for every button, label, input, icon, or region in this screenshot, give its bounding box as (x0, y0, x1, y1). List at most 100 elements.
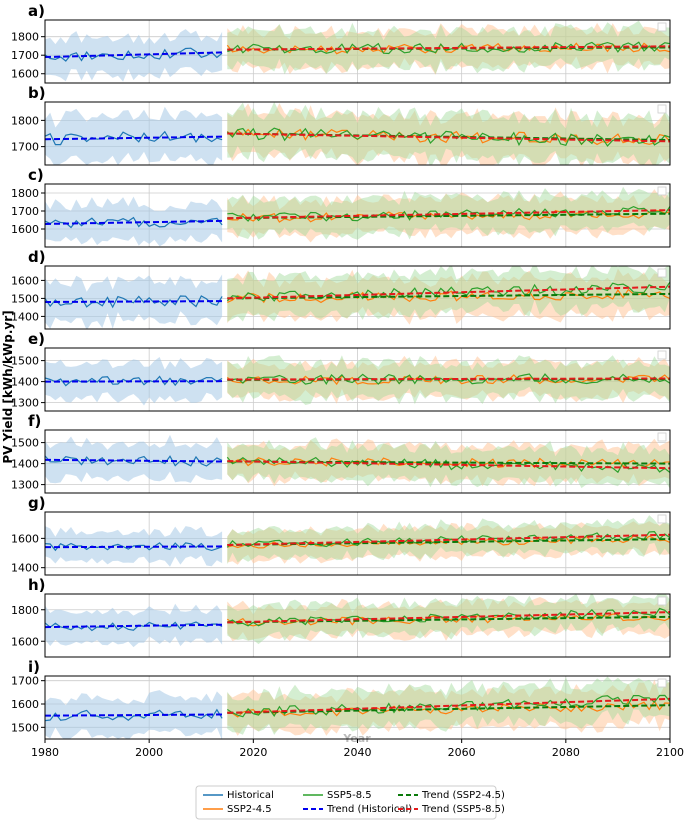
trend-ssp245 (227, 292, 670, 300)
legend-label-historical: Historical (227, 790, 274, 801)
panel-legend-box (657, 104, 667, 114)
historical-line (45, 375, 223, 387)
trend-historical (45, 623, 223, 629)
panel-label: f) (28, 412, 41, 430)
ssp585-band (227, 102, 670, 165)
plot-area (45, 512, 670, 575)
y-tick-label: 1500 (11, 437, 39, 450)
panel-label: e) (28, 330, 45, 348)
x-tick-label: 2020 (239, 746, 267, 759)
panel-frame (44, 183, 671, 248)
panel-legend-box (657, 268, 667, 278)
x-tick-label: 2060 (448, 746, 476, 759)
y-tick-label: 1600 (11, 635, 39, 648)
panel-e: 1300 1400 1500 e) (11, 330, 671, 412)
historical-band (45, 690, 223, 739)
x-tick-label: 2080 (552, 746, 580, 759)
plot-area (45, 676, 670, 739)
x-tick-label: 2000 (135, 746, 163, 759)
trend-historical (45, 219, 223, 225)
legend-label-trend_245: Trend (SSP2-4.5) (421, 790, 505, 801)
y-tick-label: 1800 (11, 187, 39, 200)
historical-band (45, 357, 223, 406)
y-tick-label: 1300 (11, 479, 39, 492)
historical-line (45, 542, 223, 552)
x-tick-label: 1980 (31, 746, 59, 759)
legend-label-ssp245: SSP2-4.5 (227, 804, 272, 815)
plot-area (45, 266, 670, 329)
historical-band (45, 196, 223, 247)
panel-legend-box (657, 678, 667, 688)
ssp245-line (227, 700, 670, 718)
trend-historical (45, 545, 223, 549)
y-tick-label: 1500 (11, 292, 39, 305)
y-tick-label: 1700 (11, 205, 39, 218)
legend-label-trend_hist: Trend (Historical) (326, 804, 412, 815)
y-tick-label: 1700 (11, 141, 39, 154)
y-tick-label: 1400 (11, 376, 39, 389)
panel-frame (44, 593, 671, 658)
plot-area (45, 430, 670, 493)
historical-line (45, 47, 223, 62)
trend-historical (45, 713, 223, 717)
x-tick-label: 2100 (656, 746, 684, 759)
trend-ssp585 (227, 377, 670, 381)
y-tick-label: 1800 (11, 31, 39, 44)
y-axis-label: PV Yield [kWh/kWp.yr] (1, 310, 15, 463)
trend-historical (45, 300, 223, 303)
panel-frame (44, 429, 671, 494)
y-tick-label: 1800 (11, 604, 39, 617)
y-tick-label: 1500 (11, 721, 39, 734)
trend-historical (45, 135, 223, 141)
panel-legend-box (657, 432, 667, 442)
panel-legend-box (657, 514, 667, 524)
y-tick-label: 1600 (11, 532, 39, 545)
panel-h: 1600 1800 h) (11, 576, 671, 658)
trend-ssp245 (227, 704, 670, 714)
panel-f: 1300 1400 1500 f) (11, 412, 671, 494)
y-tick-label: 1600 (11, 698, 39, 711)
panel-a: 1600 1700 1800 a) (11, 2, 671, 84)
ssp245-band (227, 103, 670, 165)
y-tick-label: 1600 (11, 223, 39, 236)
y-tick-label: 1300 (11, 397, 39, 410)
panel-label: i) (28, 658, 40, 676)
panel-legend-box (657, 596, 667, 606)
panel-frame (44, 265, 671, 330)
historical-band (45, 274, 223, 329)
y-tick-label: 1400 (11, 458, 39, 471)
legend-label-ssp585: SSP5-8.5 (327, 790, 372, 801)
y-tick-label: 1600 (11, 274, 39, 287)
trend-ssp585 (227, 132, 670, 143)
panel-frame (44, 101, 671, 166)
trend-ssp585 (227, 285, 670, 300)
ssp585-band (227, 266, 670, 322)
y-tick-label: 1700 (11, 675, 39, 688)
trend-historical (45, 458, 223, 463)
panel-frame (44, 19, 671, 84)
trend-ssp585 (227, 45, 670, 51)
trend-ssp585 (227, 611, 670, 624)
x-tick-label: 2040 (344, 746, 372, 759)
historical-band (45, 106, 223, 165)
trend-ssp585 (227, 533, 670, 546)
historical-line (45, 455, 223, 467)
historical-band (45, 29, 223, 82)
trend-ssp585 (227, 460, 670, 470)
y-tick-label: 1600 (11, 68, 39, 81)
panel-g: 1400 1600 g) (11, 494, 671, 576)
panel-label: c) (28, 166, 44, 184)
plot-area (45, 348, 670, 411)
panel-b: 1700 1800 b) (11, 84, 671, 166)
historical-band (45, 434, 223, 484)
panel-frame (44, 511, 671, 576)
panel-label: b) (28, 84, 46, 102)
panel-label: h) (28, 576, 46, 594)
y-tick-label: 1400 (11, 310, 39, 323)
panel-d: 1400 1500 1600 d) (11, 248, 671, 330)
y-tick-label: 1400 (11, 562, 39, 575)
panel-legend-box (657, 22, 667, 32)
panel-label: a) (28, 2, 45, 20)
